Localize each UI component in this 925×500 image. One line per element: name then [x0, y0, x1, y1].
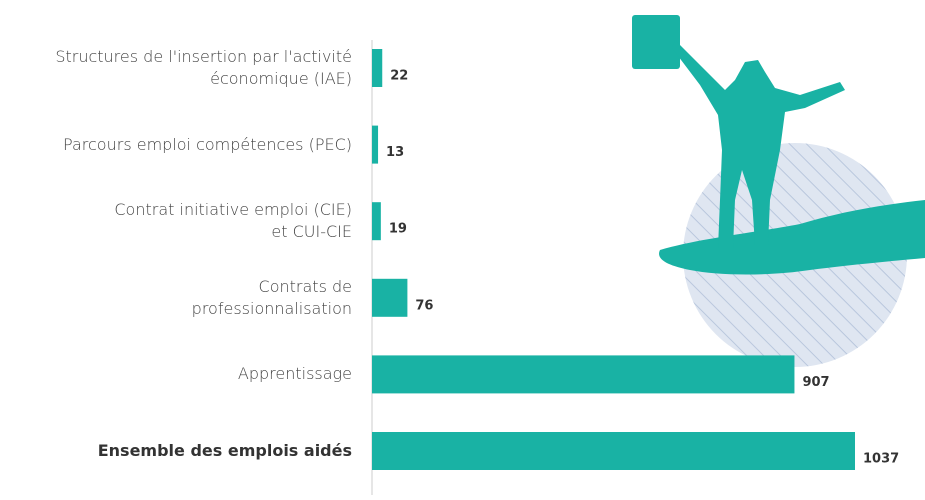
value-label: 907: [802, 375, 829, 390]
bar: [372, 432, 855, 470]
bar: [372, 125, 379, 164]
value-label: 13: [386, 145, 404, 160]
value-label: 22: [390, 69, 408, 84]
category-label: Parcours emploi compétences (PEC): [63, 134, 352, 154]
value-label: 76: [415, 298, 433, 313]
value-label: 19: [389, 222, 407, 237]
bar: [372, 355, 795, 394]
category-label: Contrat initiative emploi (CIE) et CUI-C…: [114, 200, 352, 242]
bar: [372, 278, 408, 317]
illustration: [632, 15, 925, 367]
category-label: Apprentissage: [237, 364, 352, 384]
bar: [372, 49, 383, 87]
value-label: 1037: [863, 452, 899, 467]
category-label: Contrats de professionnalisation: [191, 276, 352, 318]
bar: [372, 202, 381, 241]
category-label: Ensemble des emplois aidés: [97, 441, 352, 460]
category-label: Structures de l'insertion par l'activité…: [55, 47, 352, 88]
